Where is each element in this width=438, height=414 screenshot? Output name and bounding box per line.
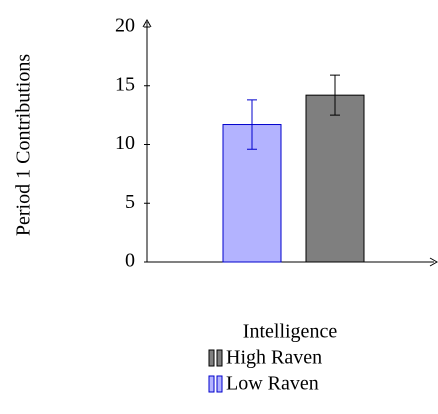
legend-label: High Raven — [226, 347, 322, 369]
y-axis-label: Period 1 Contributions — [13, 54, 35, 236]
y-tick-label: 10 — [115, 132, 135, 154]
legend-swatch — [216, 349, 223, 367]
y-tick-label: 5 — [125, 191, 135, 213]
y-tick-label: 15 — [115, 73, 135, 95]
bar — [305, 94, 365, 263]
error-bar — [247, 99, 257, 150]
legend-swatch — [208, 349, 215, 367]
legend-swatch — [216, 375, 223, 393]
y-tick-label: 0 — [125, 250, 135, 272]
legend-label: Low Raven — [226, 373, 319, 395]
x-axis-arrow — [429, 257, 438, 267]
legend-title: Intelligence — [243, 321, 338, 343]
legend-swatch — [208, 375, 215, 393]
y-tick-label: 20 — [115, 15, 135, 37]
error-bar — [330, 74, 340, 116]
y-axis-arrow — [142, 18, 152, 28]
